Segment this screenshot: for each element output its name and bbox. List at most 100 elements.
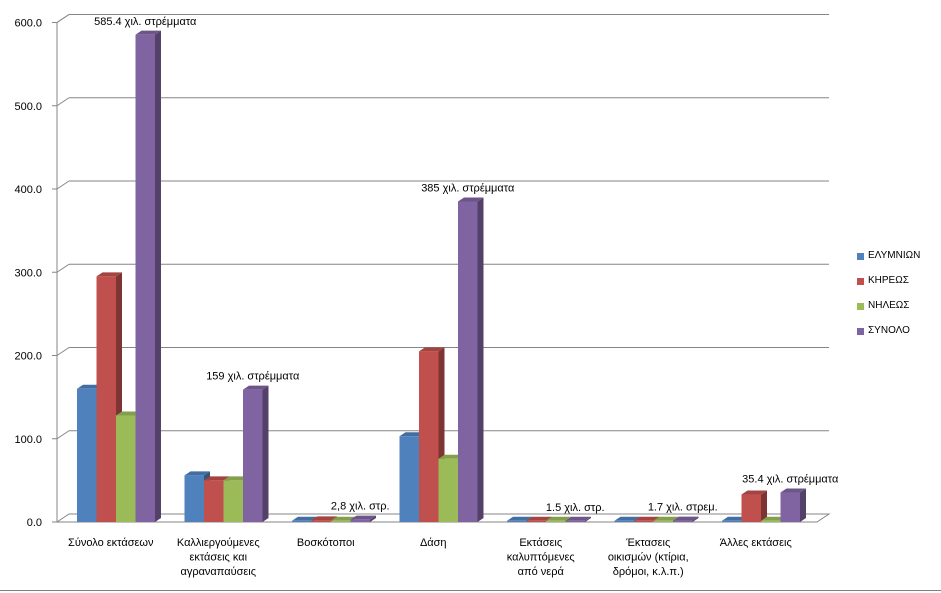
bar-front bbox=[526, 520, 546, 522]
bar-front bbox=[614, 520, 634, 522]
bar-front bbox=[135, 34, 155, 522]
legend-label-synolo: ΣΥΝΟΛΟ bbox=[868, 325, 910, 336]
legend-swatch-synolo bbox=[857, 328, 864, 335]
bar bbox=[350, 515, 376, 522]
bar-top bbox=[761, 516, 787, 521]
y-tick-label: 100.0 bbox=[14, 434, 42, 446]
y-tick-label: 0.0 bbox=[27, 517, 42, 529]
bar-top bbox=[614, 516, 640, 521]
bar-front bbox=[741, 494, 761, 522]
bar bbox=[780, 488, 806, 522]
bar-front bbox=[399, 436, 419, 522]
bar-top bbox=[507, 516, 533, 521]
bars bbox=[77, 30, 806, 523]
x-tick-label-line: από νερά bbox=[518, 566, 565, 578]
bar-top bbox=[331, 516, 357, 521]
bar-front bbox=[96, 276, 116, 522]
gridline-side-4 bbox=[56, 180, 70, 190]
x-tick-label-line: Άλλες εκτάσεις bbox=[720, 537, 792, 549]
x-tick-label-line: δρόμοι, κ.λ.π.) bbox=[613, 566, 684, 578]
y-tick-label: 300.0 bbox=[14, 267, 42, 279]
bar-front bbox=[507, 520, 527, 522]
bar-front bbox=[184, 475, 204, 522]
x-tick-label: Δάση bbox=[420, 537, 447, 549]
bar bbox=[673, 516, 699, 522]
x-tick-label-line: Σύνολο εκτάσεων bbox=[68, 537, 154, 549]
bar bbox=[243, 385, 269, 522]
x-tick-label: Εκτάσεις καλυπτόμενες από νερά bbox=[507, 537, 575, 578]
bar-top bbox=[96, 272, 122, 277]
bar-side bbox=[477, 197, 484, 523]
bar bbox=[741, 490, 767, 522]
annotation-label: 585.4 χιλ. στρέμματα bbox=[94, 16, 197, 28]
bar-front bbox=[223, 480, 243, 522]
x-tick-label: Βοσκότοποι bbox=[297, 537, 355, 549]
x-tick-label-line: Καλλιεργούμενες bbox=[177, 537, 260, 549]
bar-top bbox=[565, 516, 591, 521]
bar-side bbox=[262, 385, 269, 522]
y-tick-label: 200.0 bbox=[14, 351, 42, 363]
bar-top bbox=[673, 516, 699, 521]
annotation-label: 159 χιλ. στρέμματα bbox=[206, 371, 300, 383]
bar-front bbox=[653, 520, 673, 522]
legend-swatch-elymnion bbox=[857, 253, 864, 260]
bar-top bbox=[116, 411, 142, 416]
bar-top bbox=[741, 490, 767, 495]
gridline-side-3 bbox=[56, 263, 70, 273]
bar bbox=[565, 516, 591, 522]
bar-top bbox=[526, 516, 552, 521]
annotation-label: 385 χιλ. στρέμματα bbox=[421, 182, 515, 194]
bar-side bbox=[761, 490, 767, 522]
legend-label-kireos: ΚΗΡΕΩΣ bbox=[868, 275, 909, 286]
bar-side bbox=[692, 516, 699, 522]
legend-swatch-nileos bbox=[857, 303, 864, 310]
bar-top bbox=[419, 347, 445, 352]
x-tick-label-line: Δάση bbox=[420, 537, 447, 549]
bar-side bbox=[800, 488, 806, 522]
bar bbox=[458, 197, 484, 523]
gridline-side-5 bbox=[56, 97, 70, 107]
gridline-side-2 bbox=[56, 347, 70, 356]
bar-front bbox=[546, 520, 566, 522]
legend-item-nileos: ΝΗΛΕΩΣ bbox=[857, 298, 941, 323]
y-tick-label: 500.0 bbox=[14, 101, 42, 113]
bar-top bbox=[653, 516, 679, 521]
y-tick-labels: 0.0 100.0 200.0 300.0 400.0 500.0 600.0 bbox=[14, 18, 57, 529]
x-tick-label: Έκτασεις οικισμών (κτίρια, δρόμοι, κ.λ.π.) bbox=[608, 537, 689, 578]
legend: ΕΛΥΜΝΙΩΝ ΚΗΡΕΩΣ ΝΗΛΕΩΣ ΣΥΝΟΛΟ bbox=[857, 248, 941, 348]
bar-side bbox=[585, 516, 591, 522]
bar-top bbox=[184, 471, 210, 476]
bar-top bbox=[634, 516, 660, 521]
x-tick-label: Σύνολο εκτάσεων bbox=[68, 537, 154, 549]
gridline-side-6 bbox=[56, 14, 70, 23]
bar-top bbox=[292, 516, 318, 521]
legend-item-synolo: ΣΥΝΟΛΟ bbox=[857, 323, 941, 348]
annotation-label: 1.7 χιλ. στρεμ. bbox=[648, 502, 718, 514]
bar-top bbox=[780, 488, 806, 493]
y-tick-label: 400.0 bbox=[14, 184, 42, 196]
bar-front bbox=[116, 415, 136, 522]
bar-top bbox=[458, 197, 484, 202]
bar-top bbox=[722, 516, 748, 521]
bar-top bbox=[135, 30, 161, 35]
bar-front bbox=[243, 389, 263, 522]
bar-top bbox=[311, 516, 337, 521]
bar-top bbox=[204, 476, 230, 481]
bar-front bbox=[780, 492, 800, 522]
bar-top bbox=[223, 476, 249, 481]
bar-side bbox=[370, 515, 376, 522]
bar-front bbox=[438, 458, 458, 522]
x-tick-label-line: αγραναπαύσεις bbox=[180, 566, 256, 578]
x-tick-label: Καλλιεργούμενες εκτάσεις και αγραναπαύσεις bbox=[177, 537, 260, 578]
bar-front bbox=[673, 520, 693, 522]
bar-front bbox=[77, 388, 97, 522]
annotations: 585.4 χιλ. στρέμματα 159 χιλ. στρέμματα 2,… bbox=[94, 16, 839, 514]
bar-top bbox=[399, 432, 425, 437]
annotation-label: 1.5 χιλ. στρ. bbox=[546, 502, 605, 514]
x-tick-label-line: οικισμών (κτίρια, bbox=[608, 552, 689, 564]
bar-top bbox=[243, 385, 269, 390]
bar-front bbox=[292, 520, 312, 522]
legend-item-kireos: ΚΗΡΕΩΣ bbox=[857, 273, 941, 298]
